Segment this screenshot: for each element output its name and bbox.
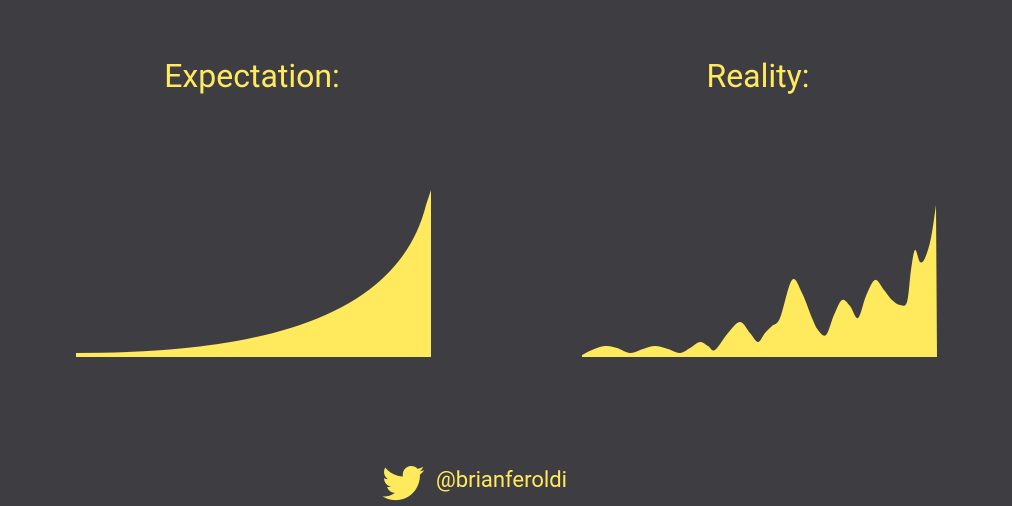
twitter-handle: @brianferoldi: [436, 468, 567, 493]
reality-title: Reality:: [706, 57, 809, 95]
reality-curve: [582, 205, 937, 357]
expectation-title: Expectation:: [164, 57, 340, 95]
expectation-curve: [76, 190, 431, 357]
twitter-icon: [382, 466, 425, 501]
